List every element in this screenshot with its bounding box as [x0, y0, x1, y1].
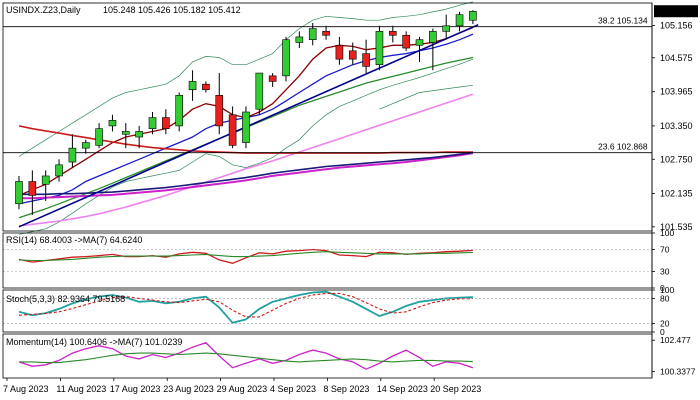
- candle-body: [108, 120, 117, 127]
- candle-body: [202, 83, 210, 91]
- candle-body: [215, 95, 224, 127]
- rsi-tick-label: 70: [660, 245, 670, 255]
- price-tick-label: 103.350: [660, 121, 693, 131]
- x-tick-label: 7 Aug 2023: [3, 384, 49, 394]
- candle-body: [162, 117, 170, 129]
- rsi-tick-label: 30: [660, 267, 670, 277]
- candle-body: [282, 39, 290, 77]
- price-tick-label: 103.965: [660, 87, 693, 97]
- momentum-main-line: [18, 342, 474, 370]
- rsi-panel: [3, 248, 652, 272]
- candle-body: [81, 142, 90, 149]
- stoch-signal-line: [18, 292, 473, 318]
- candle-body: [322, 31, 330, 36]
- axes-layer: 105.156 104.575 103.965 103.350 102.750 102.1…: [2, 2, 698, 394]
- stoch-label: Stoch(5,3,3) 82.9364 79.5168: [6, 294, 125, 304]
- price-tick-label: 102.135: [660, 188, 693, 198]
- candle-body: [228, 114, 237, 146]
- candle-body: [295, 36, 304, 43]
- candle-body: [68, 147, 77, 163]
- x-tick-label: 4 Sep 2023: [270, 384, 316, 394]
- x-tick-label: 14 Sep 2023: [377, 384, 428, 394]
- candle-body: [402, 34, 410, 49]
- candle-body: [175, 95, 183, 127]
- candle-body: [41, 175, 50, 185]
- stoch-tick-label: 20: [660, 319, 670, 329]
- candle-body: [375, 31, 384, 66]
- candle-body: [122, 131, 130, 135]
- fib-level-label: 38.2 105.134: [598, 16, 648, 26]
- candle-body: [442, 25, 451, 32]
- candle-body: [415, 39, 424, 46]
- candle-body: [335, 44, 344, 60]
- price-tick-label: 104.575: [660, 53, 693, 63]
- rsi-tick-label: 0: [660, 283, 665, 293]
- stoch-tick-label: 0: [660, 327, 665, 337]
- x-tick-label: 29 Aug 2023: [217, 384, 268, 394]
- candle-body: [15, 181, 23, 205]
- momentum-tick-label: 100.3377: [660, 367, 696, 377]
- candle-body: [362, 53, 370, 67]
- candle-body: [348, 50, 357, 60]
- rsi-main-line: [18, 248, 473, 264]
- x-tick-label: 11 Aug 2023: [56, 384, 106, 394]
- candle-body: [308, 28, 317, 41]
- panel-frame-price: [2, 2, 653, 232]
- last-price-label: 105.412: [660, 6, 693, 16]
- ma-pink-line: [18, 93, 474, 227]
- momentum-panel: [18, 342, 474, 370]
- candle-body: [255, 72, 264, 110]
- rsi-tick-label: 100: [660, 228, 674, 238]
- stoch-tick-label: 100: [660, 285, 674, 295]
- candle-body: [55, 164, 63, 177]
- candle-body: [268, 75, 277, 82]
- price-tick-label: 102.750: [660, 154, 693, 164]
- bollinger-upper-line: [18, 1, 473, 157]
- momentum-tick-label: 102.477: [660, 335, 691, 345]
- candle-body: [469, 11, 477, 21]
- stoch-panel: [3, 290, 652, 324]
- rsi-signal-line: [18, 251, 473, 262]
- rsi-label: RSI(14) 68.4003 ->MA(7) 64.6240: [6, 235, 142, 245]
- momentum-signal-line: [19, 352, 473, 364]
- candle-body: [95, 128, 103, 146]
- candle-body: [28, 181, 37, 196]
- candle-body: [388, 31, 397, 36]
- price-panel: 38.2 105.134 23.6 102.868: [3, 1, 652, 235]
- fib-level-label: 23.6 102.868: [598, 142, 648, 152]
- bollinger-lower-ext-line: [379, 84, 473, 110]
- candle-body: [242, 111, 250, 143]
- candle-body: [455, 14, 464, 27]
- price-tick-label: 101.535: [660, 222, 693, 232]
- bollinger-lower-line: [18, 58, 474, 235]
- momentum-label: Momentum(14) 100.6406 ->MA(7) 101.0239: [6, 337, 182, 347]
- last-price-box: [654, 5, 698, 18]
- ma-magenta-line: [19, 152, 474, 200]
- symbol-header: USINDX.Z23,Daily: [6, 5, 81, 15]
- x-tick-label: 20 Sep 2023: [430, 384, 481, 394]
- x-tick-label: 23 Aug 2023: [163, 384, 214, 394]
- candle-body: [148, 117, 157, 129]
- ohlc-header: 105.248 105.426 105.182 105.412: [103, 5, 241, 15]
- stoch-main-line: [18, 290, 473, 324]
- candle-body: [135, 131, 143, 138]
- candle-body: [188, 81, 197, 91]
- x-tick-label: 17 Aug 2023: [110, 384, 161, 394]
- stoch-tick-label: 80: [660, 293, 670, 303]
- x-tick-label: 8 Sep 2023: [323, 384, 369, 394]
- price-tick-label: 105.156: [660, 20, 693, 30]
- candle-body: [429, 31, 437, 43]
